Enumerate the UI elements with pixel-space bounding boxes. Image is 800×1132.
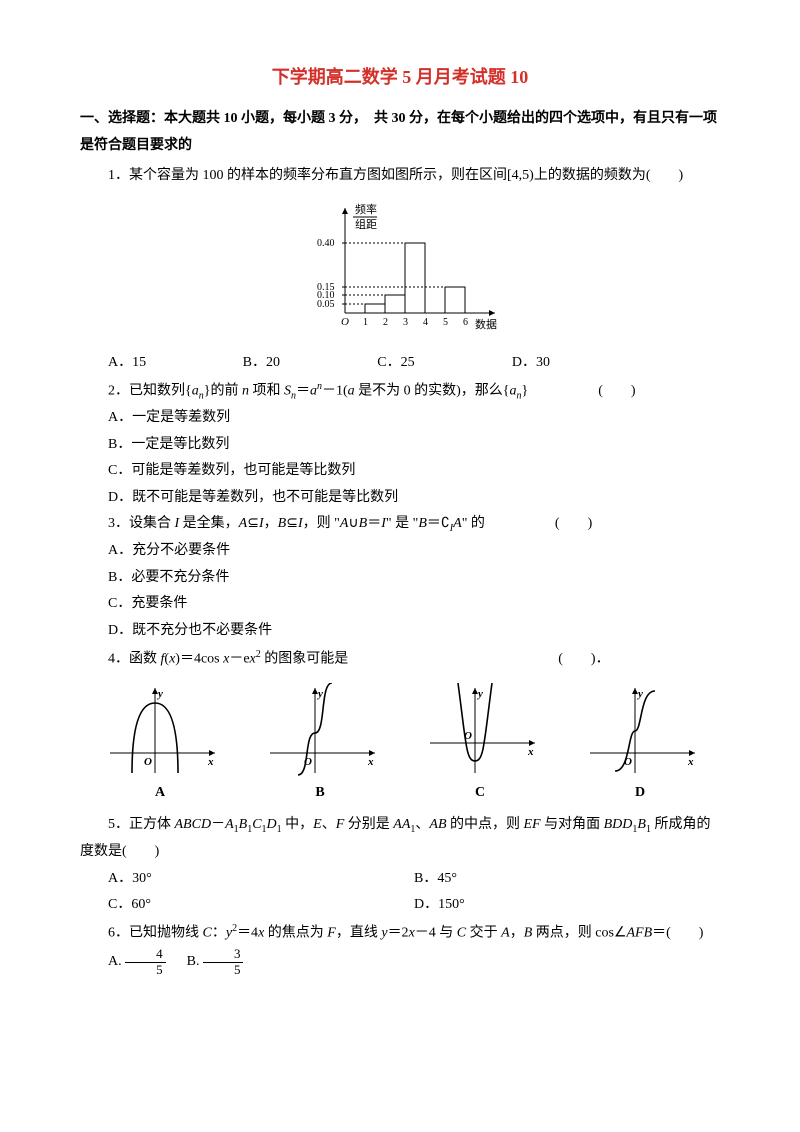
xtick-O: O bbox=[341, 316, 349, 328]
q6-text: 6．已知抛物线 C：y2＝4x 的焦点为 F，直线 y＝2x－4 与 C 交于 … bbox=[80, 919, 720, 947]
xtick-6: 6 bbox=[463, 317, 468, 328]
hist-ylabel-bot: 组距 bbox=[355, 217, 377, 231]
q5-text: 5．正方体 ABCD－A1B1C1D1 中，E、F 分别是 AA1、AB 的中点… bbox=[80, 812, 720, 865]
gB-x: x bbox=[367, 756, 374, 768]
q3-D: D．既不充分也不必要条件 bbox=[80, 618, 720, 645]
exam-title: 下学期高二数学 5 月月考试题 10 bbox=[80, 60, 720, 94]
gB-label: B bbox=[260, 780, 380, 807]
gA-label: A bbox=[100, 780, 220, 807]
q5-B: B．45° bbox=[414, 866, 720, 893]
q2-t3: 项和 bbox=[249, 383, 284, 398]
q6-A-num: 4 bbox=[125, 947, 166, 962]
q2-D: D．既不可能是等差数列，也不可能是等比数列 bbox=[80, 485, 720, 512]
q2-acond: a bbox=[348, 383, 355, 398]
q4-text: 4．函数 f(x)＝4cos x－ex2 的图象可能是 ( )． bbox=[80, 645, 720, 673]
gA-O: O bbox=[144, 756, 152, 768]
q6-A-frac: 45 bbox=[125, 947, 166, 977]
xtick-3: 3 bbox=[403, 317, 408, 328]
ytick-040: 0.40 bbox=[317, 238, 335, 249]
gD-label: D bbox=[580, 780, 700, 807]
hist-xlabel: 数据 bbox=[475, 317, 497, 331]
xtick-5: 5 bbox=[443, 317, 448, 328]
q6-opts: A. 45 B. 35 bbox=[80, 947, 720, 977]
q6-B-pre: B. bbox=[187, 954, 200, 969]
graph-A: y x O A bbox=[100, 683, 220, 807]
gA-y: y bbox=[156, 688, 163, 700]
gD-y: y bbox=[636, 688, 643, 700]
q5-D: D．150° bbox=[414, 892, 720, 919]
q2-B: B．一定是等比数列 bbox=[80, 432, 720, 459]
gC-y: y bbox=[476, 688, 483, 700]
q2-Sn: S bbox=[284, 383, 291, 398]
q5-A: A．30° bbox=[108, 866, 414, 893]
q3-text: 3．设集合 I 是全集，A⊆I，B⊆I，则 "A∪B＝I" 是 "B＝∁IA" … bbox=[80, 511, 720, 538]
q6-A-den: 5 bbox=[125, 963, 166, 977]
q5-opts2: C．60° D．150° bbox=[80, 892, 720, 919]
xtick-4: 4 bbox=[423, 317, 428, 328]
q2-eq: ＝ bbox=[296, 383, 310, 398]
q1-D: D．30 bbox=[512, 350, 720, 377]
q2-a: a bbox=[310, 383, 317, 398]
q6-B-num: 3 bbox=[203, 947, 244, 962]
gC-label: C bbox=[420, 780, 540, 807]
xtick-1: 1 bbox=[363, 317, 368, 328]
graph-B: y x O B bbox=[260, 683, 380, 807]
q6-A-pre: A. bbox=[108, 954, 122, 969]
q2-t1: 2．已知数列{ bbox=[108, 383, 192, 398]
gC-x: x bbox=[527, 746, 534, 758]
q5-C: C．60° bbox=[108, 892, 414, 919]
histogram-svg: 频率 组距 0.40 0.15 0.10 0.05 O 1 2 3 4 5 6 … bbox=[295, 198, 505, 338]
xtick-2: 2 bbox=[383, 317, 388, 328]
ytick-005: 0.05 bbox=[317, 299, 335, 310]
q3-C: C．充要条件 bbox=[80, 591, 720, 618]
q2-an2: a bbox=[510, 383, 517, 398]
q2-text: 2．已知数列{an}的前 n 项和 Sn＝an－1(a 是不为 0 的实数)，那… bbox=[80, 377, 720, 405]
gA-x: x bbox=[207, 756, 214, 768]
q1-C: C．25 bbox=[377, 350, 512, 377]
q2-nvar: n bbox=[242, 383, 249, 398]
q2-an: a bbox=[192, 383, 199, 398]
q5-opts1: A．30° B．45° bbox=[80, 866, 720, 893]
q3-B: B．必要不充分条件 bbox=[80, 565, 720, 592]
q4-graphs: y x O A y x O B y x O C bbox=[80, 683, 720, 807]
histogram-figure: 频率 组距 0.40 0.15 0.10 0.05 O 1 2 3 4 5 6 … bbox=[80, 198, 720, 338]
q1-B: B．20 bbox=[243, 350, 378, 377]
gD-x: x bbox=[687, 756, 694, 768]
q2-t2: }的前 bbox=[204, 383, 242, 398]
q2-t4: 是不为 0 的实数)，那么{ bbox=[355, 383, 510, 398]
gB-y: y bbox=[316, 688, 323, 700]
q2-close: } ( ) bbox=[522, 383, 636, 398]
q3-A: A．充分不必要条件 bbox=[80, 538, 720, 565]
graph-C: y x O C bbox=[420, 683, 540, 807]
section-header: 一、选择题：本大题共 10 小题，每小题 3 分， 共 30 分，在每个小题给出… bbox=[80, 106, 720, 159]
q1-options: A．15 B．20 C．25 D．30 bbox=[80, 350, 720, 377]
graph-D: y x O D bbox=[580, 683, 700, 807]
q6-B-den: 5 bbox=[203, 963, 244, 977]
q2-C: C．可能是等差数列，也可能是等比数列 bbox=[80, 458, 720, 485]
hist-ylabel-top: 频率 bbox=[355, 202, 377, 216]
q1-A: A．15 bbox=[108, 350, 243, 377]
q2-A: A．一定是等差数列 bbox=[80, 405, 720, 432]
q1-text: 1．某个容量为 100 的样本的频率分布直方图如图所示，则在区间[4,5)上的数… bbox=[80, 163, 720, 190]
q2-minus: －1( bbox=[322, 383, 348, 398]
q6-B-frac: 35 bbox=[203, 947, 244, 977]
